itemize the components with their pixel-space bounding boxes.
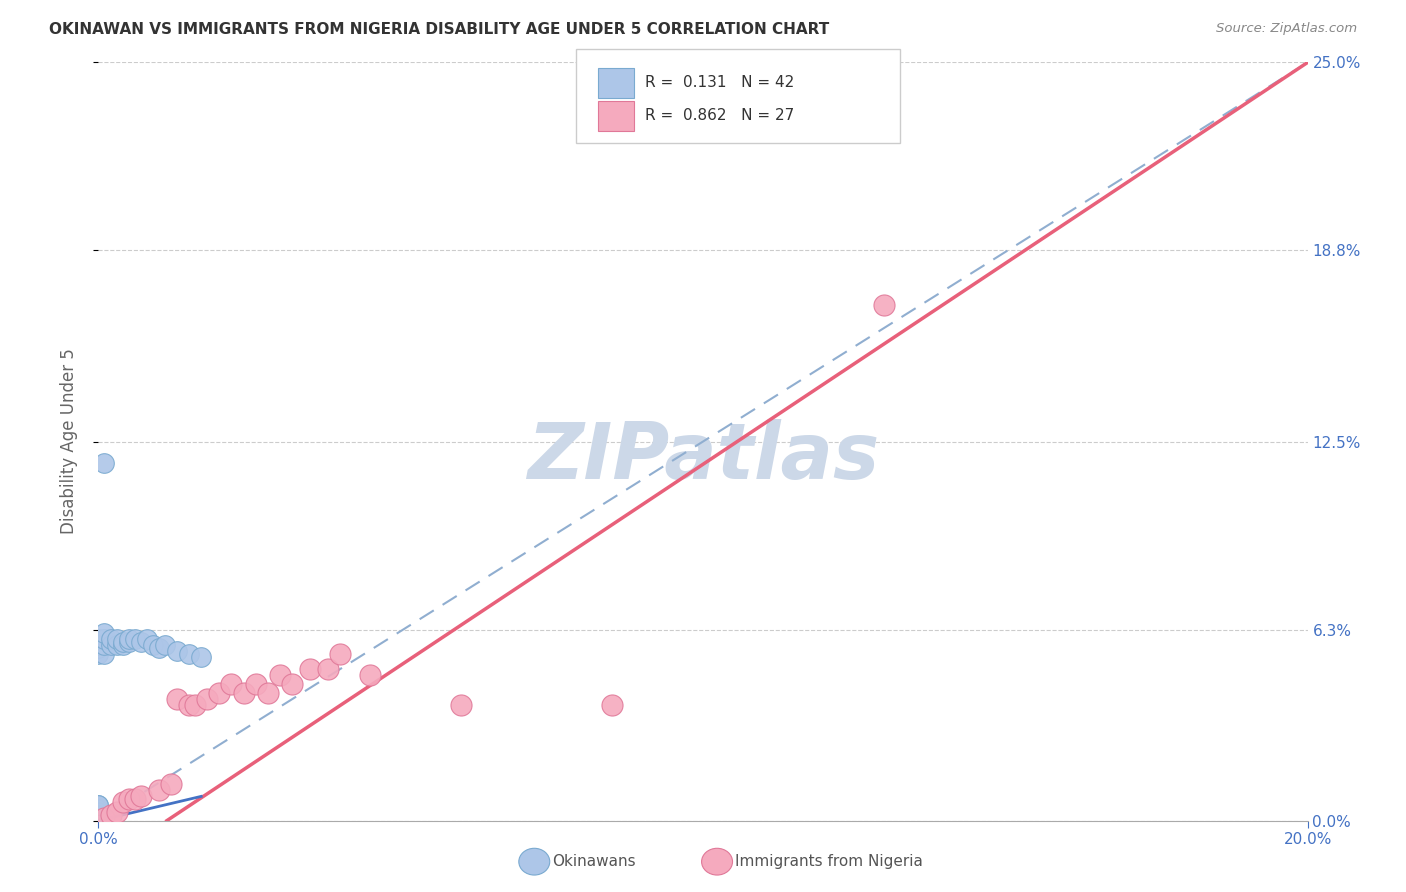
Point [195,692,218,706]
Point [329,647,352,661]
Point [105,805,128,819]
Point [281,677,304,691]
Point [93,638,115,652]
Point [316,662,339,676]
Point [299,662,322,676]
Point [124,632,146,646]
Point [602,698,624,713]
Text: Immigrants from Nigeria: Immigrants from Nigeria [735,855,924,869]
Point [93,647,115,661]
Point [179,698,201,713]
Point [100,638,122,652]
Point [360,668,382,682]
Point [245,677,267,691]
Text: R =  0.131   N = 42: R = 0.131 N = 42 [645,76,794,90]
Point [100,807,122,822]
Point [87,801,110,815]
Point [129,634,152,648]
Y-axis label: Disability Age Under 5: Disability Age Under 5 [59,349,77,534]
Point [100,632,122,646]
Point [179,647,201,661]
Point [118,634,141,648]
Point [93,456,115,470]
Point [450,698,472,713]
Point [87,814,110,828]
Point [87,805,110,819]
Point [87,805,110,819]
Point [166,692,188,706]
Point [148,640,170,655]
Point [93,811,115,825]
Point [87,632,110,646]
Point [87,814,110,828]
Text: OKINAWAN VS IMMIGRANTS FROM NIGERIA DISABILITY AGE UNDER 5 CORRELATION CHART: OKINAWAN VS IMMIGRANTS FROM NIGERIA DISA… [49,22,830,37]
Point [105,638,128,652]
Point [232,686,254,700]
Point [111,796,134,810]
Point [190,649,212,664]
Text: Source: ZipAtlas.com: Source: ZipAtlas.com [1216,22,1357,36]
Point [124,792,146,806]
Point [221,677,243,691]
Point [87,801,110,815]
Point [166,644,188,658]
Point [87,814,110,828]
Point [118,792,141,806]
Point [153,638,176,652]
Point [87,807,110,822]
Point [184,698,207,713]
Point [87,811,110,825]
Point [87,811,110,825]
Text: ZIPatlas: ZIPatlas [527,418,879,495]
Point [160,777,183,791]
Point [118,632,141,646]
Point [111,638,134,652]
Point [87,798,110,813]
Point [256,686,278,700]
Point [873,298,896,312]
Text: Okinawans: Okinawans [553,855,636,869]
Point [269,668,291,682]
Point [87,647,110,661]
Point [129,789,152,804]
Point [111,634,134,648]
Point [142,638,165,652]
Point [87,798,110,813]
Point [93,625,115,640]
Text: R =  0.862   N = 27: R = 0.862 N = 27 [645,109,794,123]
Point [87,814,110,828]
Point [87,814,110,828]
Point [105,632,128,646]
Point [208,686,231,700]
Point [87,640,110,655]
Point [87,638,110,652]
Point [135,632,157,646]
Point [87,807,110,822]
Point [93,632,115,646]
Point [87,814,110,828]
Point [148,783,170,797]
